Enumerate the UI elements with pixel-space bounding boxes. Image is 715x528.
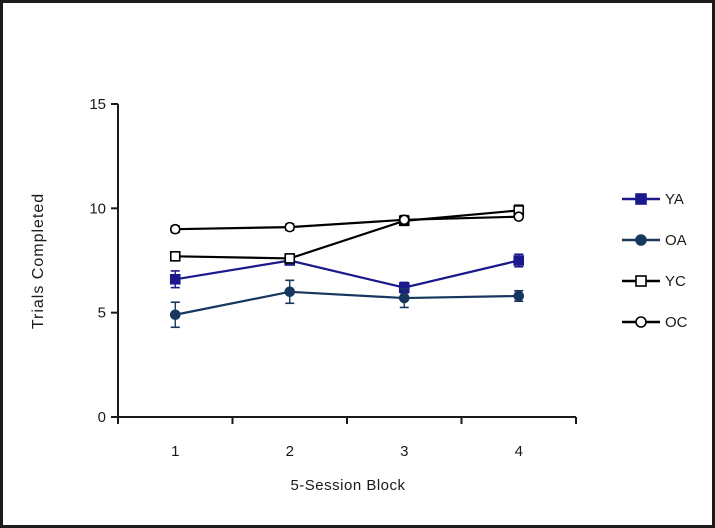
axes: 1 2 3 4 0 5 10 15: [89, 96, 577, 460]
data-point-marker: [635, 275, 647, 287]
data-point-marker: [635, 316, 647, 328]
x-tick-label: 1: [171, 443, 179, 460]
series-line: [175, 215, 519, 231]
ya-filled-square-marker: [622, 193, 660, 205]
line-chart-plot-area: 1 2 3 4 0 5 10 15: [89, 96, 577, 460]
oa-filled-circle-marker: [622, 234, 660, 246]
data-point-marker: [635, 193, 647, 205]
data-point-marker: [169, 273, 181, 285]
data-point-marker: [513, 255, 525, 266]
x-tick-label: 2: [286, 443, 294, 460]
x-tick-label: 4: [515, 443, 523, 460]
data-point-marker: [635, 234, 647, 246]
y-tick-label: 0: [98, 409, 106, 426]
series-OC: [169, 211, 525, 235]
series-line: [175, 209, 519, 260]
legend-item-oc: OC: [620, 311, 688, 333]
series-YA: [169, 253, 525, 294]
y-tick-label: 5: [98, 305, 106, 322]
legend-label-oa: OA: [665, 231, 687, 249]
data-point-marker: [513, 290, 525, 302]
data-point-marker: [513, 211, 525, 222]
data-point-marker: [284, 286, 296, 298]
legend-label-oc: OC: [665, 313, 688, 331]
data-point-marker: [398, 214, 410, 226]
data-point-marker: [169, 251, 181, 262]
oc-open-circle-marker: [622, 316, 660, 328]
yc-open-square-marker: [622, 275, 660, 287]
x-tick-label: 3: [400, 443, 408, 460]
data-point-marker: [169, 223, 181, 235]
series-line: [175, 290, 519, 316]
legend-item-yc: YC: [620, 270, 688, 292]
data-point-marker: [284, 253, 296, 264]
legend-item-oa: OA: [620, 229, 688, 251]
data-point-marker: [398, 292, 410, 304]
y-tick-label: 15: [89, 96, 106, 113]
data-point-marker: [169, 309, 181, 321]
legend-label-yc: YC: [665, 272, 686, 290]
series-line: [175, 259, 520, 289]
legend-label-ya: YA: [665, 190, 684, 208]
data-point-marker: [284, 221, 296, 233]
chart-legend: YA OA YC OC: [620, 188, 688, 352]
series-YC: [169, 204, 525, 264]
x-axis-title: 5-Session Block: [290, 477, 406, 494]
series-OA: [169, 279, 525, 329]
legend-item-ya: YA: [620, 188, 688, 210]
y-tick-label: 10: [89, 200, 106, 217]
